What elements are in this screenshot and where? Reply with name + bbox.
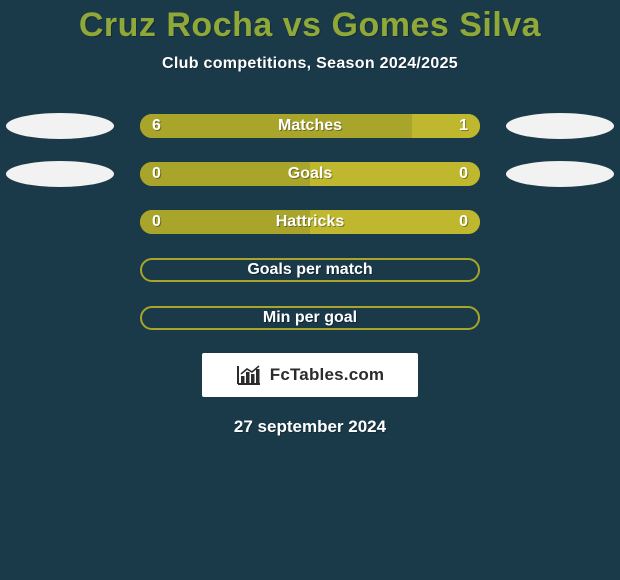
- player-left-marker: [6, 161, 114, 187]
- comparison-card: Cruz Rocha vs Gomes Silva Club competiti…: [0, 0, 620, 580]
- stat-bar: 00Hattricks: [140, 210, 480, 234]
- stat-label: Goals per match: [142, 261, 478, 279]
- stat-rows: 61Matches 00Goals 00Hattricks Goals per mat…: [0, 113, 620, 331]
- watermark: FcTables.com: [202, 353, 418, 397]
- stat-row: 61Matches: [0, 113, 620, 139]
- stat-bar: 61Matches: [140, 114, 480, 138]
- stat-label: Goals: [140, 165, 480, 183]
- stat-row: 00Hattricks: [0, 209, 620, 235]
- player-left-marker: [6, 113, 114, 139]
- stat-label: Hattricks: [140, 213, 480, 231]
- page-title: Cruz Rocha vs Gomes Silva: [79, 6, 541, 45]
- stat-bar: Min per goal: [140, 306, 480, 330]
- watermark-text: FcTables.com: [270, 365, 385, 385]
- stat-row: Goals per match: [0, 257, 620, 283]
- stat-label: Min per goal: [142, 309, 478, 327]
- stat-row: 00Goals: [0, 161, 620, 187]
- stat-bar: 00Goals: [140, 162, 480, 186]
- stat-label: Matches: [140, 117, 480, 135]
- player-right-marker: [506, 113, 614, 139]
- stat-bar: Goals per match: [140, 258, 480, 282]
- player-right-marker: [506, 161, 614, 187]
- stat-row: Min per goal: [0, 305, 620, 331]
- page-subtitle: Club competitions, Season 2024/2025: [162, 55, 458, 73]
- date-label: 27 september 2024: [234, 417, 386, 437]
- bar-chart-icon: [236, 364, 262, 386]
